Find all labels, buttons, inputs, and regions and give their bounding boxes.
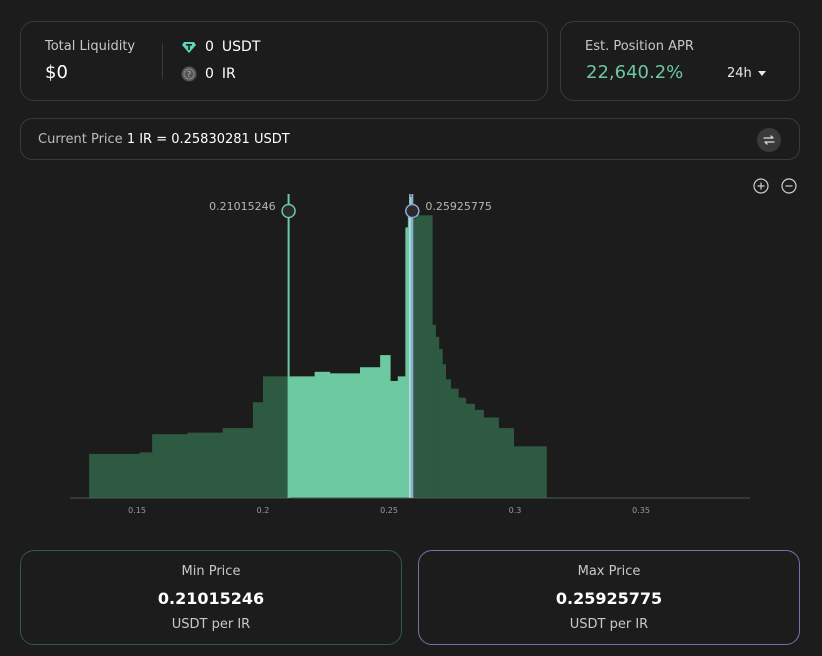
x-axis-ticks: 0.15 0.2 0.25 0.3 0.35 bbox=[128, 506, 650, 515]
liquidity-bar bbox=[412, 218, 417, 498]
x-tick-label: 0.25 bbox=[380, 506, 398, 515]
liquidity-card: Total Liquidity $0 0 USDT ? 0 IR bbox=[20, 21, 548, 101]
liquidity-bar bbox=[450, 388, 459, 498]
usdt-amount: 0 bbox=[205, 39, 214, 55]
apr-value: 22,640.2% bbox=[586, 62, 684, 83]
liquidity-bar bbox=[458, 397, 467, 498]
liquidity-bar bbox=[445, 379, 452, 498]
liquidity-bar-in-range bbox=[397, 376, 406, 498]
current-price-label: Current Price bbox=[38, 132, 123, 147]
max-price-label: Max Price bbox=[577, 564, 641, 579]
min-price-handle[interactable]: 0.21015246 bbox=[209, 194, 296, 498]
zoom-in-icon[interactable] bbox=[753, 178, 769, 194]
caret-down-icon bbox=[757, 71, 766, 76]
max-price-handle[interactable]: 0.25925775 bbox=[405, 194, 492, 498]
min-price-label: Min Price bbox=[181, 564, 241, 579]
liquidity-bar bbox=[416, 215, 433, 498]
divider bbox=[162, 43, 163, 79]
max-price-handle-label: 0.25925775 bbox=[425, 200, 491, 213]
x-tick-label: 0.2 bbox=[257, 506, 270, 515]
period-dropdown[interactable]: 24h bbox=[727, 66, 766, 81]
liquidity-bar bbox=[152, 434, 188, 498]
liquidity-bar bbox=[139, 452, 153, 498]
liquidity-bar bbox=[513, 446, 547, 498]
current-price-bar: Current Price 1 IR = 0.25830281 USDT bbox=[20, 118, 800, 160]
min-price-handle-knob[interactable] bbox=[281, 203, 296, 219]
liquidity-bar bbox=[432, 324, 436, 498]
token-row-usdt: 0 USDT bbox=[181, 39, 260, 55]
total-liquidity-value: $0 bbox=[45, 62, 68, 83]
x-tick-label: 0.35 bbox=[632, 506, 650, 515]
max-price-handle-knob[interactable] bbox=[405, 203, 420, 219]
liquidity-bar bbox=[474, 409, 484, 498]
liquidity-bar-in-range bbox=[288, 376, 315, 498]
max-price-card[interactable]: Max Price 0.25925775 USDT per IR bbox=[418, 550, 800, 645]
in-range-bars bbox=[288, 197, 413, 499]
ir-symbol: IR bbox=[221, 66, 236, 82]
liquidity-chart[interactable]: 0.15 0.2 0.25 0.3 0.35 0.21015246 0.25925775 bbox=[0, 170, 822, 520]
x-tick-label: 0.3 bbox=[509, 506, 522, 515]
current-price-value: 1 IR = 0.25830281 USDT bbox=[126, 132, 290, 147]
period-value: 24h bbox=[727, 66, 752, 81]
max-price-unit: USDT per IR bbox=[569, 617, 649, 632]
current-price-text: Current Price 1 IR = 0.25830281 USDT bbox=[38, 132, 290, 147]
liquidity-bar-in-range bbox=[390, 380, 399, 498]
min-price-card[interactable]: Min Price 0.21015246 USDT per IR bbox=[20, 550, 402, 645]
svg-text:?: ? bbox=[187, 70, 191, 79]
min-price-handle-label: 0.21015246 bbox=[209, 200, 275, 213]
liquidity-bar bbox=[263, 376, 289, 498]
liquidity-bar-in-range bbox=[314, 371, 331, 498]
tether-icon bbox=[182, 42, 196, 53]
ir-token-icon: ? bbox=[181, 66, 197, 82]
usdt-symbol: USDT bbox=[221, 39, 261, 55]
liquidity-bar bbox=[442, 364, 446, 498]
token-row-ir: ? 0 IR bbox=[181, 66, 236, 82]
liquidity-bar-in-range bbox=[409, 197, 413, 498]
apr-card: Est. Position APR 22,640.2% 24h bbox=[560, 21, 800, 101]
liquidity-bar bbox=[483, 417, 499, 498]
liquidity-bar-in-range bbox=[360, 367, 381, 498]
liquidity-bar bbox=[187, 432, 223, 498]
liquidity-bar-in-range bbox=[405, 227, 409, 498]
ir-amount: 0 bbox=[205, 66, 214, 82]
liquidity-bar bbox=[498, 428, 515, 498]
liquidity-bar bbox=[252, 402, 264, 498]
apr-label: Est. Position APR bbox=[585, 39, 694, 54]
liquidity-bar bbox=[222, 428, 254, 498]
swap-direction-button[interactable] bbox=[757, 128, 781, 152]
max-price-value[interactable]: 0.25925775 bbox=[555, 589, 663, 608]
swap-icon bbox=[763, 135, 775, 145]
liquidity-bar-in-range bbox=[407, 212, 411, 499]
liquidity-bar bbox=[465, 403, 475, 498]
min-price-value[interactable]: 0.21015246 bbox=[157, 589, 265, 608]
min-price-unit: USDT per IR bbox=[171, 617, 251, 632]
zoom-out-icon[interactable] bbox=[781, 178, 797, 194]
liquidity-bar bbox=[435, 336, 440, 498]
x-tick-label: 0.15 bbox=[128, 506, 146, 515]
liquidity-bar bbox=[89, 453, 140, 498]
liquidity-bar bbox=[438, 349, 443, 498]
liquidity-bar-in-range bbox=[380, 355, 391, 498]
total-liquidity-label: Total Liquidity bbox=[45, 39, 136, 54]
liquidity-bar-in-range bbox=[329, 373, 361, 498]
